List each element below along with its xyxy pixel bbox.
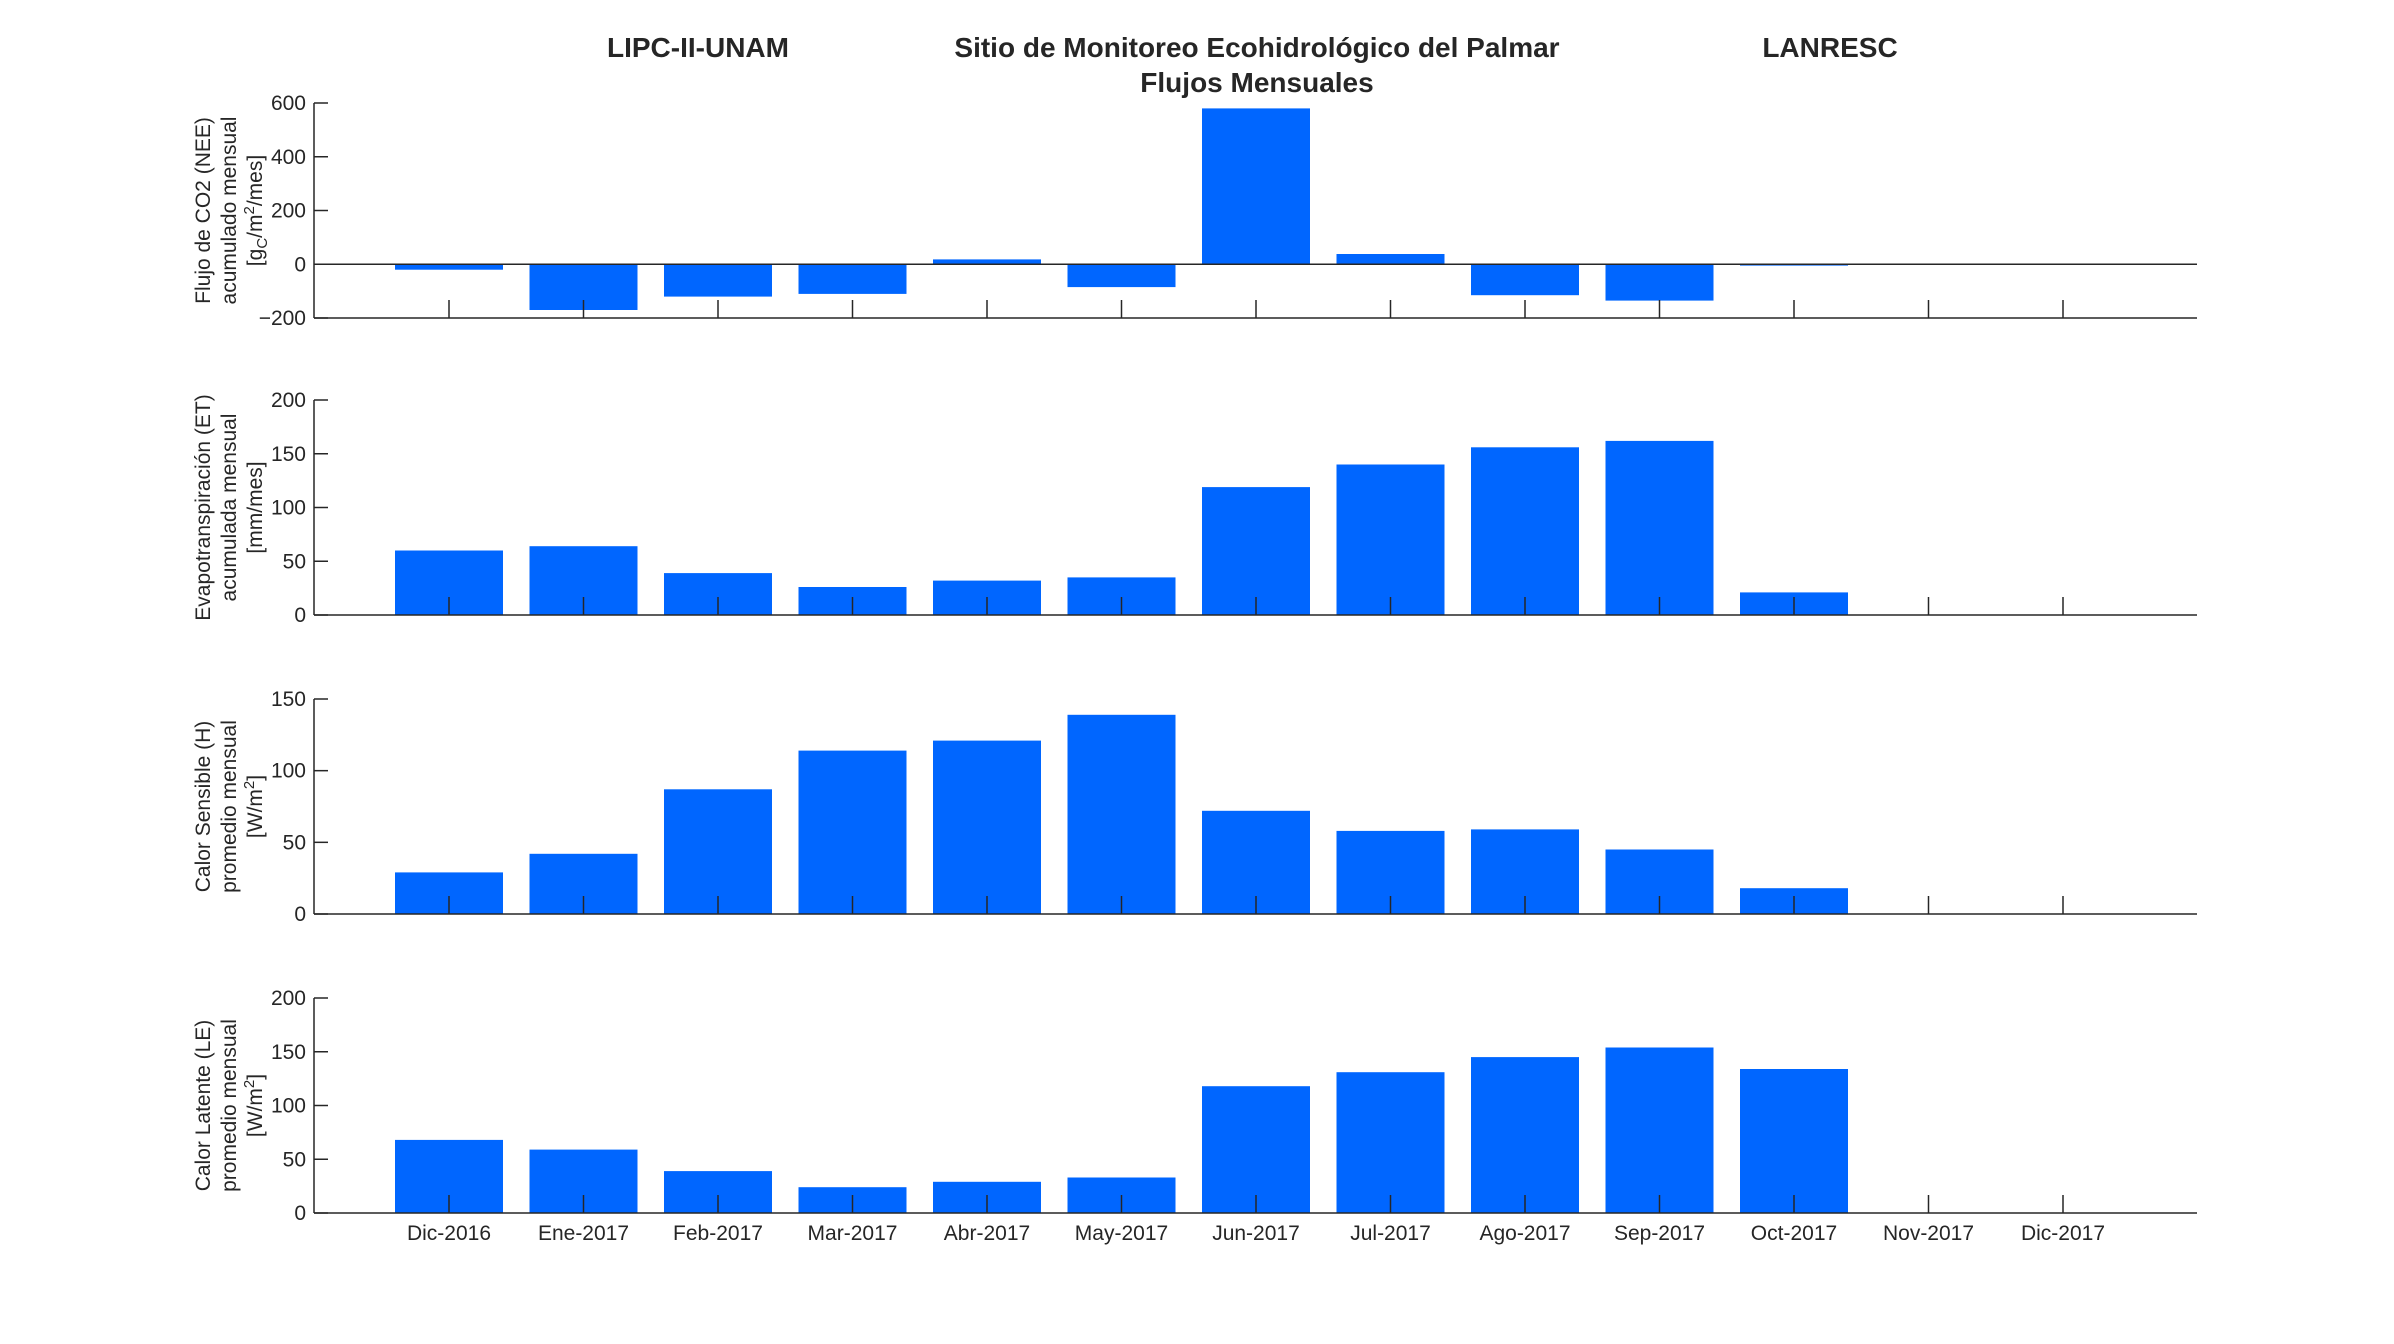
header-right: LANRESC <box>1762 32 1897 63</box>
y-tick-label: 600 <box>271 92 306 115</box>
y-axis-unit-sup: 2 <box>241 781 258 789</box>
y-tick-label: 0 <box>294 253 306 276</box>
header-title: Sitio de Monitoreo Ecohidrológico del Pa… <box>954 32 1559 63</box>
y-axis-label-line: promedio mensual <box>218 720 241 893</box>
y-tick-label: 200 <box>271 389 306 412</box>
y-axis-label-line: promedio mensual <box>218 1019 241 1192</box>
y-tick-label: 400 <box>271 146 306 169</box>
y-axis-unit-sup: 2 <box>241 206 258 214</box>
y-tick-label: 100 <box>271 1095 306 1118</box>
y-axis-label: Evapotranspiración (ET) acumulada mensual… <box>192 394 267 620</box>
y-axis-unit-sub: C <box>254 238 271 249</box>
x-tick-label: Abr-2017 <box>944 1222 1030 1245</box>
y-tick-label: −200 <box>259 307 306 330</box>
y-tick-label: 0 <box>294 1202 306 1225</box>
x-tick-label: Feb-2017 <box>673 1222 763 1245</box>
bar-Dic-2016 <box>395 264 503 270</box>
y-tick-label: 200 <box>271 200 306 223</box>
y-axis-label: Calor Latente (LE) promedio mensual [W/m2] <box>192 1019 267 1192</box>
bar-Feb-2017 <box>664 264 772 297</box>
y-axis-unit: [mm/mes] <box>244 461 267 553</box>
y-tick-label: 50 <box>283 1148 306 1171</box>
x-tick-label: Ene-2017 <box>538 1222 629 1245</box>
bar-Jun-2017 <box>1202 1086 1310 1213</box>
y-axis-unit-mid: /m <box>244 215 267 238</box>
y-axis-unit-sup: 2 <box>241 1080 258 1088</box>
bar-Jun-2017 <box>1202 487 1310 615</box>
bar-Sep-2017 <box>1605 440 1714 615</box>
bar-Ago-2017 <box>1471 447 1579 615</box>
y-tick-label: 150 <box>271 688 306 711</box>
y-axis-label: Flujo de CO2 (NEE) acumulado mensual [gC/m… <box>192 117 271 305</box>
bar-Jul-2017 <box>1336 254 1445 265</box>
x-tick-label: May-2017 <box>1075 1222 1168 1245</box>
x-tick-label: Mar-2017 <box>808 1222 898 1245</box>
y-axis-label-line: Calor Latente (LE) <box>192 1020 215 1192</box>
y-tick-label: 50 <box>283 831 306 854</box>
bar-Oct-2017 <box>1740 1069 1848 1213</box>
y-axis-label-line: Calor Sensible (H) <box>192 721 215 893</box>
bar-Feb-2017 <box>664 789 772 914</box>
y-tick-label: 200 <box>271 987 306 1010</box>
x-tick-label: Jul-2017 <box>1350 1222 1431 1245</box>
bar-Mar-2017 <box>798 750 907 914</box>
bar-Sep-2017 <box>1605 264 1714 301</box>
bar-Abr-2017 <box>933 740 1041 914</box>
y-axis-label-line: Flujo de CO2 (NEE) <box>192 117 215 304</box>
y-tick-label: 150 <box>271 443 306 466</box>
bar-Jul-2017 <box>1336 464 1445 615</box>
panel-4: 0 50 100 150 200 Dic-2016 Ene-2017 Feb-2017 Mar-… <box>192 987 2197 1245</box>
y-tick-label: 0 <box>294 604 306 627</box>
bar-May-2017 <box>1067 264 1176 288</box>
y-tick-label: 150 <box>271 1041 306 1064</box>
y-tick-label: 100 <box>271 497 306 520</box>
y-axis-label-line: acumulado mensual <box>218 117 241 305</box>
x-tick-label: Jun-2017 <box>1212 1222 1300 1245</box>
y-axis-unit-post: /mes] <box>244 155 267 206</box>
y-tick-label: 0 <box>294 903 306 926</box>
bar-Abr-2017 <box>933 259 1041 265</box>
y-tick-label: 50 <box>283 550 306 573</box>
y-axis-unit: [g <box>244 249 267 267</box>
x-tick-label: Dic-2017 <box>2021 1222 2105 1245</box>
y-axis-unit-post: ] <box>244 1074 267 1080</box>
y-axis-label: Calor Sensible (H) promedio mensual [W/m2] <box>192 720 267 893</box>
x-tick-label: Oct-2017 <box>1751 1222 1837 1245</box>
y-axis-unit: [W/m <box>244 789 267 838</box>
header-subtitle: Flujos Mensuales <box>1140 67 1373 98</box>
header-left: LIPC-II-UNAM <box>607 32 789 63</box>
y-axis-label-line: acumulada mensual <box>218 414 241 602</box>
y-axis-unit: [W/m <box>244 1088 267 1137</box>
y-axis-unit-post: ] <box>244 775 267 781</box>
x-tick-label: Sep-2017 <box>1614 1222 1705 1245</box>
bar-Sep-2017 <box>1605 1047 1714 1213</box>
bar-Jul-2017 <box>1336 1072 1445 1213</box>
y-axis-label-line: Evapotranspiración (ET) <box>192 394 215 620</box>
y-tick-label: 100 <box>271 760 306 783</box>
x-tick-label: Nov-2017 <box>1883 1222 1974 1245</box>
bar-Jun-2017 <box>1202 108 1310 265</box>
x-tick-label: Ago-2017 <box>1479 1222 1570 1245</box>
bar-Ago-2017 <box>1471 264 1579 296</box>
bar-May-2017 <box>1067 714 1176 914</box>
bar-Ago-2017 <box>1471 1057 1579 1213</box>
bar-Mar-2017 <box>798 264 907 294</box>
x-tick-label: Dic-2016 <box>407 1222 491 1245</box>
